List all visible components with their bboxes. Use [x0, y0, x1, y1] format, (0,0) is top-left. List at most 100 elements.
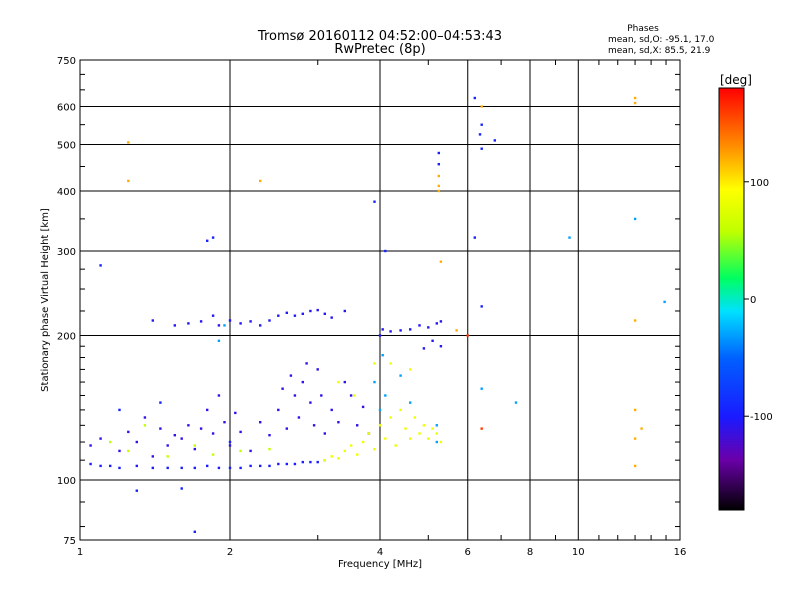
data-point — [349, 394, 353, 397]
data-point — [249, 464, 252, 468]
data-point — [343, 309, 346, 313]
data-point — [323, 459, 326, 462]
data-point — [633, 96, 637, 100]
data-point — [330, 408, 333, 412]
data-point — [323, 432, 326, 435]
data-point — [437, 184, 440, 188]
data-point — [514, 401, 518, 404]
data-point — [399, 408, 402, 412]
data-point — [118, 449, 121, 453]
data-point — [293, 314, 297, 317]
data-point — [309, 460, 312, 464]
data-point — [217, 394, 221, 397]
data-point — [437, 163, 440, 166]
data-point — [373, 380, 376, 384]
data-point — [259, 464, 262, 468]
data-point — [373, 447, 376, 451]
data-point — [277, 462, 280, 466]
data-point — [361, 440, 365, 444]
data-point — [239, 430, 242, 434]
data-point — [259, 179, 262, 183]
data-point — [439, 345, 443, 348]
data-point — [228, 319, 232, 322]
x-tick-label: 1 — [77, 547, 83, 558]
data-point — [309, 401, 312, 404]
data-point — [285, 311, 288, 314]
chart-title: Tromsø 20160112 04:52:00–04:53:43 — [257, 29, 502, 44]
data-point — [127, 430, 130, 434]
y-tick-label: 75 — [63, 536, 76, 547]
data-point — [389, 330, 392, 333]
data-point — [409, 437, 412, 440]
data-point — [239, 449, 242, 453]
y-tick-label: 750 — [57, 56, 76, 67]
data-point — [323, 312, 326, 315]
x-tick-label: 4 — [377, 547, 383, 558]
data-point — [99, 464, 102, 468]
data-point — [135, 489, 138, 492]
colorbar-tick-label: -100 — [750, 412, 773, 423]
data-point — [316, 368, 319, 371]
data-point — [211, 432, 215, 435]
data-point — [320, 394, 323, 397]
data-point — [399, 374, 402, 377]
phase-x-stats: mean, sd,X: 85.5, 21.9 — [608, 46, 711, 56]
data-point — [301, 460, 304, 464]
y-tick-label: 500 — [57, 141, 76, 152]
data-point — [193, 447, 196, 451]
data-point — [259, 421, 262, 424]
data-point — [431, 427, 434, 430]
data-point — [389, 416, 392, 419]
data-point — [249, 449, 252, 453]
y-tick-label: 300 — [57, 247, 76, 258]
data-point — [268, 434, 271, 437]
data-point — [312, 424, 316, 427]
data-point — [285, 427, 288, 430]
data-point — [435, 440, 438, 444]
data-point — [427, 437, 430, 440]
data-point — [211, 453, 215, 456]
data-point — [301, 312, 304, 315]
data-point — [437, 189, 440, 193]
data-point — [135, 440, 138, 444]
phases-heading: Phases — [627, 24, 659, 34]
data-point — [373, 200, 376, 203]
data-point — [404, 427, 407, 430]
data-point — [343, 449, 346, 453]
data-point — [480, 123, 483, 126]
data-point — [480, 427, 483, 430]
data-point — [480, 387, 483, 390]
data-point — [159, 427, 162, 430]
data-point — [384, 394, 387, 397]
data-point — [389, 362, 392, 365]
data-points — [89, 96, 666, 533]
data-point — [99, 264, 102, 267]
data-point — [180, 437, 183, 440]
data-point — [187, 424, 190, 427]
data-point — [435, 424, 438, 427]
data-point — [435, 322, 438, 325]
data-point — [268, 464, 271, 468]
data-point — [211, 314, 215, 317]
data-point — [281, 387, 284, 390]
data-point — [378, 408, 382, 412]
phase-o-stats: mean, sd,O: -95.1, 17.0 — [608, 35, 715, 45]
data-point — [473, 96, 476, 100]
data-point — [384, 249, 387, 253]
data-point — [193, 466, 196, 470]
data-point — [422, 424, 426, 427]
x-tick-label: 8 — [527, 547, 533, 558]
data-point — [316, 460, 319, 464]
x-tick-label: 6 — [465, 547, 471, 558]
data-point — [206, 239, 209, 242]
data-point — [268, 447, 271, 451]
data-point — [277, 314, 280, 317]
data-point — [277, 408, 280, 412]
plot-frame — [79, 59, 681, 541]
data-point — [249, 320, 252, 323]
data-point — [135, 464, 138, 468]
data-point — [353, 394, 356, 397]
data-point — [640, 427, 643, 430]
data-point — [439, 440, 443, 444]
data-point — [409, 401, 412, 404]
